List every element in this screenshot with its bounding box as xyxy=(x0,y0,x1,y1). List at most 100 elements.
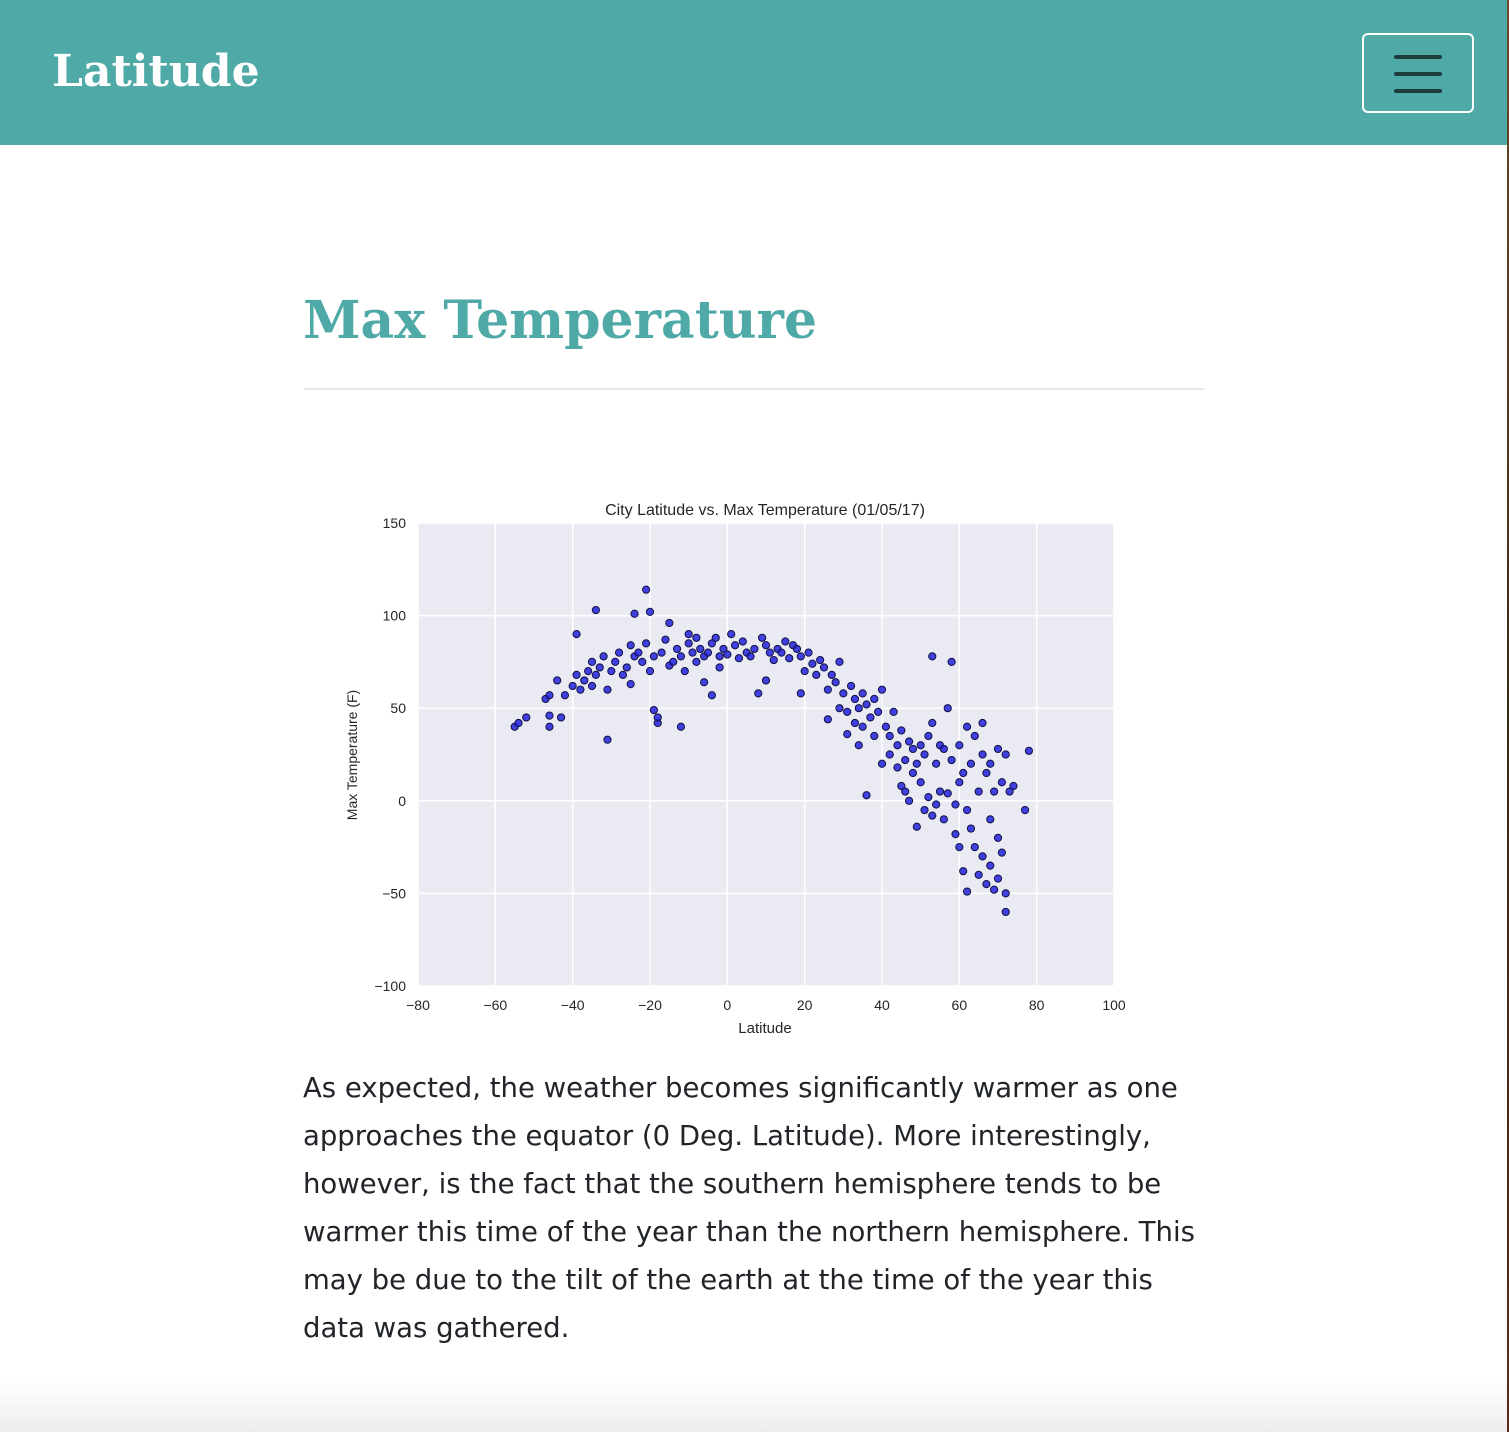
data-point xyxy=(642,585,651,594)
data-point xyxy=(734,654,744,663)
data-point xyxy=(986,759,995,768)
data-point xyxy=(874,707,883,717)
y-axis-label: Max Temperature (F) xyxy=(344,690,360,820)
data-point xyxy=(649,652,658,661)
data-point xyxy=(928,652,937,661)
data-point xyxy=(591,605,600,615)
data-point xyxy=(723,650,732,659)
data-point xyxy=(854,704,863,713)
data-point xyxy=(715,652,724,661)
data-point xyxy=(862,791,871,800)
data-point xyxy=(804,648,813,657)
data-point xyxy=(796,652,805,661)
x-tick-label: 60 xyxy=(952,997,968,1013)
window-edge xyxy=(1507,0,1509,1432)
data-point xyxy=(947,755,956,765)
data-point xyxy=(796,689,805,698)
data-point xyxy=(939,744,948,754)
data-point xyxy=(553,676,562,685)
data-point xyxy=(962,887,972,896)
data-point xyxy=(700,678,709,687)
x-tick-label: −80 xyxy=(406,997,430,1013)
data-point xyxy=(858,689,867,698)
data-point xyxy=(843,707,852,717)
x-tick-label: −60 xyxy=(483,997,507,1013)
data-point xyxy=(908,744,918,754)
data-point xyxy=(885,731,894,741)
data-point xyxy=(920,805,929,815)
data-point xyxy=(684,630,693,639)
data-point xyxy=(839,689,848,698)
data-point xyxy=(862,700,871,709)
data-point xyxy=(870,694,879,704)
data-point xyxy=(823,685,832,694)
data-point xyxy=(901,787,910,796)
data-point xyxy=(854,741,863,750)
data-point xyxy=(955,778,964,787)
data-point xyxy=(935,787,945,796)
data-point xyxy=(665,618,674,628)
data-point xyxy=(1020,805,1030,815)
grid-lines xyxy=(417,522,1115,987)
data-point xyxy=(642,639,651,648)
data-point xyxy=(885,750,894,759)
data-point xyxy=(916,778,925,787)
y-tick-label: 50 xyxy=(390,700,406,716)
data-point xyxy=(974,787,983,796)
data-point xyxy=(1024,746,1034,755)
x-tick-label: 0 xyxy=(723,997,731,1013)
data-point xyxy=(661,635,670,644)
data-point xyxy=(997,778,1006,787)
data-point xyxy=(545,711,554,720)
data-point xyxy=(587,657,597,666)
data-point xyxy=(978,750,987,759)
data-point xyxy=(932,759,941,768)
data-point xyxy=(769,655,778,665)
data-point xyxy=(703,648,713,657)
data-point xyxy=(1009,781,1018,791)
data-point xyxy=(846,681,856,691)
data-point xyxy=(901,755,910,765)
navbar-brand[interactable]: Latitude xyxy=(52,46,260,97)
data-point xyxy=(688,648,697,657)
data-point xyxy=(974,870,983,879)
data-point xyxy=(970,731,979,741)
data-point xyxy=(626,680,635,689)
navbar-toggler-button[interactable] xyxy=(1362,33,1474,113)
y-tick-label: 150 xyxy=(383,515,407,531)
data-point xyxy=(746,652,755,661)
data-point xyxy=(897,781,906,791)
data-point xyxy=(781,637,790,646)
data-point xyxy=(808,659,817,668)
data-point xyxy=(812,670,821,679)
data-point xyxy=(959,768,968,778)
data-point xyxy=(584,667,593,676)
data-point xyxy=(626,641,635,650)
data-point xyxy=(707,691,716,700)
y-tick-labels: 150 100 50 0 −50 −100 xyxy=(374,515,406,994)
data-point xyxy=(993,744,1003,754)
data-point xyxy=(676,722,686,731)
data-point xyxy=(955,741,964,750)
data-point xyxy=(823,715,832,724)
x-tick-label: 40 xyxy=(874,997,890,1013)
data-point xyxy=(908,768,918,778)
data-point xyxy=(843,730,852,739)
data-point xyxy=(986,861,995,870)
x-tick-label: 80 xyxy=(1029,997,1045,1013)
data-point xyxy=(758,633,767,642)
data-point xyxy=(738,637,747,646)
data-point xyxy=(924,792,933,802)
data-point xyxy=(893,763,902,772)
data-point xyxy=(599,652,608,661)
data-point xyxy=(692,633,701,642)
data-point xyxy=(912,822,921,831)
data-point xyxy=(1001,889,1010,898)
data-point xyxy=(618,670,628,679)
data-point xyxy=(866,713,875,722)
data-point xyxy=(649,705,658,715)
x-axis-label: Latitude xyxy=(738,1020,791,1037)
data-point xyxy=(962,722,972,731)
data-point xyxy=(638,657,647,666)
data-point xyxy=(881,722,890,731)
